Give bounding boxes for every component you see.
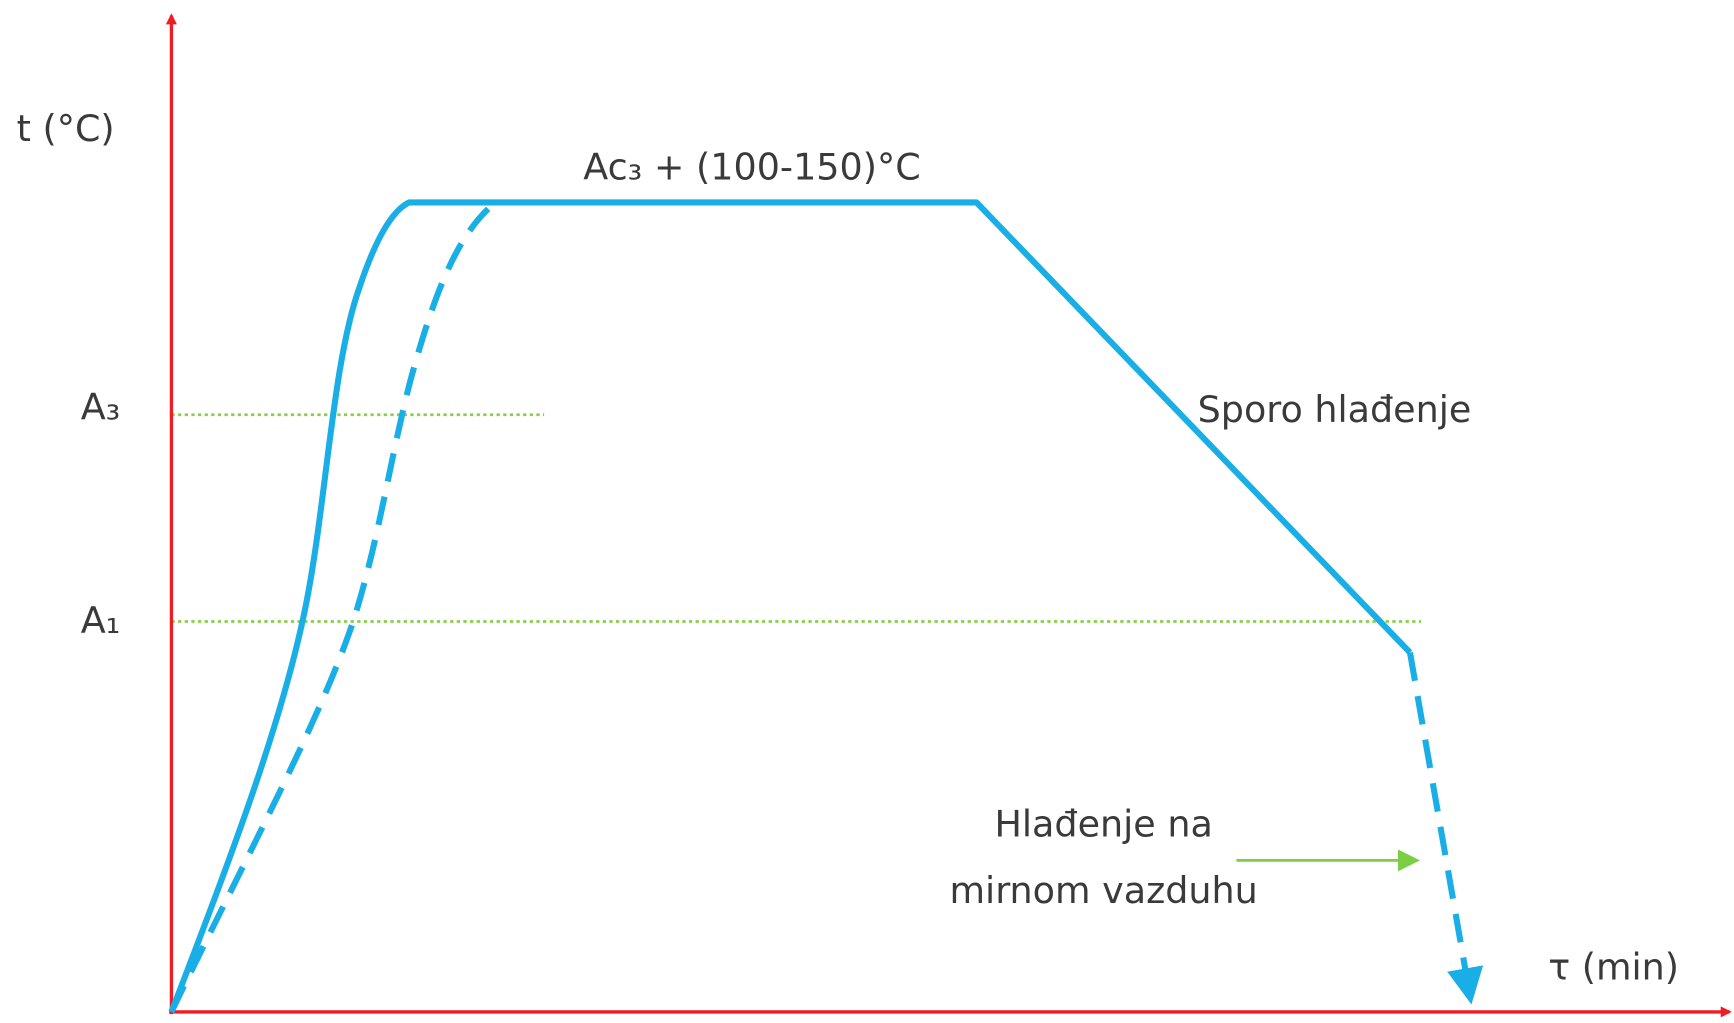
process-curve xyxy=(168,199,1413,1014)
x-axis-label: τ (min) xyxy=(1548,945,1679,988)
level-label: A₁ xyxy=(81,599,121,642)
hold-annotation: Ac₃ + (100-150)°C xyxy=(583,146,920,189)
alt-heating-curve xyxy=(168,200,498,1014)
level-label: A₃ xyxy=(81,386,121,429)
slow-cooling-annotation: Sporo hlađenje xyxy=(1198,388,1472,431)
air-cooling-annotation: Hlađenje na xyxy=(994,803,1212,846)
y-axis-label: t (°C) xyxy=(17,107,115,150)
air-cooling-annotation: mirnom vazduhu xyxy=(950,869,1258,912)
air-cooling-curve xyxy=(1406,651,1484,1005)
